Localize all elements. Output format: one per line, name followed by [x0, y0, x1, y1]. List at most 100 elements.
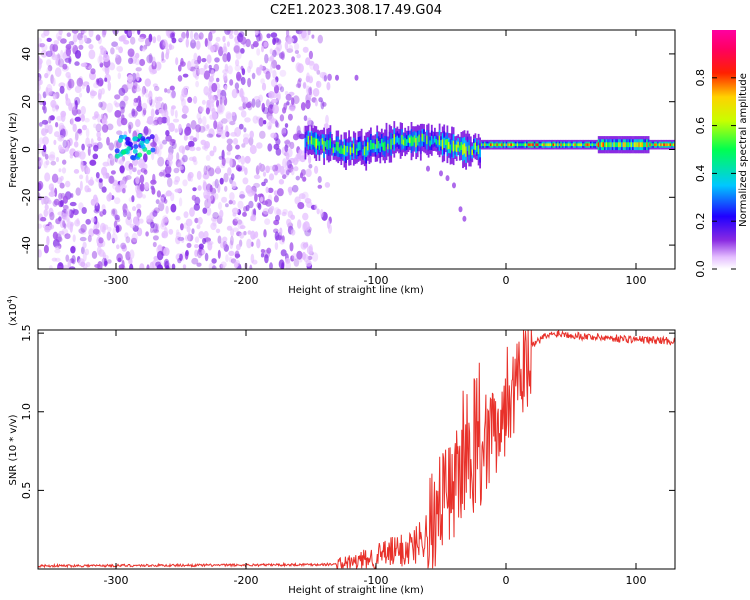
spectrogram-noise-blob [240, 110, 247, 118]
spectrogram-noise-blob [154, 96, 158, 104]
spectrogram-signal-cell [535, 143, 538, 147]
spectrogram-noise-blob [317, 184, 323, 189]
spectrogram-noise-blob [298, 133, 306, 140]
spectrogram-signal-cell [476, 145, 478, 153]
spectrogram-noise-blob [82, 241, 87, 249]
spectrogram-signal-cell [331, 141, 333, 148]
spectrogram-noise-blob [265, 70, 271, 80]
spectrogram-signal-cell [341, 148, 344, 154]
spectrogram-noise-blob [307, 255, 313, 261]
spectrogram-noise-blob [99, 222, 106, 233]
spectrogram-signal-cell [551, 143, 553, 147]
spectrogram-noise-blob [228, 250, 235, 256]
spectrogram-signal-blob [121, 149, 127, 155]
spectrogram-noise-blob [277, 188, 284, 197]
spectrogram-signal-cell [321, 138, 324, 145]
spectrogram-noise-blob [100, 88, 105, 95]
spectrogram-noise-blob [76, 77, 84, 88]
spectrogram-noise-blob [212, 218, 217, 227]
spectrogram-noise-blob [168, 228, 174, 235]
spectrogram-signal-cell [604, 142, 606, 148]
spectrogram-noise-blob [107, 226, 112, 232]
x-tick-label: -200 [234, 274, 259, 287]
spectrogram-noise-blob [206, 183, 213, 193]
spectrogram-noise-blob [55, 218, 61, 225]
spectrogram-noise-blob [245, 102, 252, 109]
spectrogram-signal-cell [566, 143, 569, 147]
spectrogram-noise-blob [286, 218, 292, 227]
spectrogram-noise-blob [197, 185, 202, 191]
spectrogram-noise-blob [157, 61, 162, 70]
spectrogram-noise-blob [116, 130, 123, 135]
spectrogram-noise-blob [135, 52, 140, 59]
spectrogram-noise-blob [290, 214, 295, 220]
spectrogram-noise-blob [263, 229, 267, 238]
spectrogram-noise-blob [285, 93, 292, 101]
spectrogram-noise-blob [45, 159, 50, 166]
spectrogram-noise-blob [132, 216, 139, 225]
spectrogram-noise-blob [195, 131, 200, 141]
spectrogram-noise-blob [276, 42, 282, 52]
spectrogram-signal-cell [423, 134, 425, 143]
spectrogram-noise-blob [206, 54, 212, 64]
spectrogram-noise-blob [197, 216, 203, 225]
snr-series-line [37, 329, 676, 570]
spectrogram-noise-blob [174, 110, 178, 119]
spectrogram-noise-blob [292, 95, 300, 105]
spectrogram-signal-cell [569, 143, 572, 147]
spectrogram-noise-blob [302, 46, 309, 53]
spectrogram-signal-cell [434, 136, 436, 143]
spectrogram-noise-blob [143, 153, 148, 163]
spectrogram-noise-blob [298, 30, 305, 40]
spectrogram-signal-cell [455, 144, 458, 152]
spectrogram-noise-blob [44, 72, 49, 79]
spectrogram-noise-blob [194, 65, 200, 70]
spectrogram-noise-blob [123, 208, 130, 216]
spectrogram-noise-blob [70, 117, 75, 126]
spectrogram-signal-cell [432, 138, 435, 144]
spectrogram-noise-blob [74, 85, 82, 94]
spectrogram-noise-blob [261, 102, 266, 113]
spectrogram-signal-cell [385, 136, 388, 147]
spectrogram-signal-cell [622, 142, 625, 148]
spectrogram-signal-cell [505, 143, 508, 147]
spectrogram-noise-blob [58, 30, 63, 35]
spectrogram-noise-blob [53, 40, 59, 45]
spectrogram-noise-blob [71, 106, 78, 116]
spectrogram-noise-blob [300, 102, 306, 111]
spectrogram-noise-blob [278, 179, 285, 185]
spectrogram-noise-blob [197, 55, 202, 64]
spectrogram-noise-blob [262, 107, 270, 115]
spectrogram-signal-cell [340, 145, 343, 154]
spectrogram-noise-blob [127, 30, 132, 37]
spectrogram-signal-cell [462, 144, 464, 155]
spectrogram-noise-blob [150, 108, 155, 119]
spectrogram-noise-blob [46, 59, 52, 67]
spectrogram-noise-blob [144, 163, 148, 170]
spectrogram-noise-blob [208, 31, 213, 42]
y-tick-label: 0.5 [20, 482, 33, 500]
spectrogram-noise-blob [295, 62, 302, 72]
spectrogram-noise-blob [279, 86, 285, 93]
spectrogram-noise-blob [47, 124, 53, 135]
spectrogram-noise-blob [204, 252, 209, 262]
spectrogram-noise-blob [276, 208, 282, 216]
spectrogram-noise-blob [222, 236, 228, 243]
snr-y-scale-close: ) [8, 295, 19, 299]
spectrogram-noise-blob [203, 86, 210, 96]
spectrogram-noise-blob [60, 38, 67, 44]
spectrogram-noise-blob [282, 107, 287, 114]
spectrogram-noise-blob [235, 144, 240, 150]
spectrogram-noise-blob [225, 254, 229, 263]
spectrogram-noise-blob [249, 264, 253, 269]
spectrogram-signal-cell [561, 143, 564, 147]
spectrogram-noise-blob [125, 216, 132, 226]
spectrogram-signal-cell [326, 140, 329, 149]
spectrogram-signal-cell [625, 142, 628, 148]
spectrogram-noise-blob [274, 242, 279, 250]
spectrogram-noise-blob [226, 138, 233, 145]
spectrogram-noise-blob [193, 52, 198, 62]
spectrogram-noise-blob [269, 262, 273, 269]
spectrogram-noise-blob [62, 139, 68, 149]
spectrogram-noise-blob [294, 50, 299, 54]
